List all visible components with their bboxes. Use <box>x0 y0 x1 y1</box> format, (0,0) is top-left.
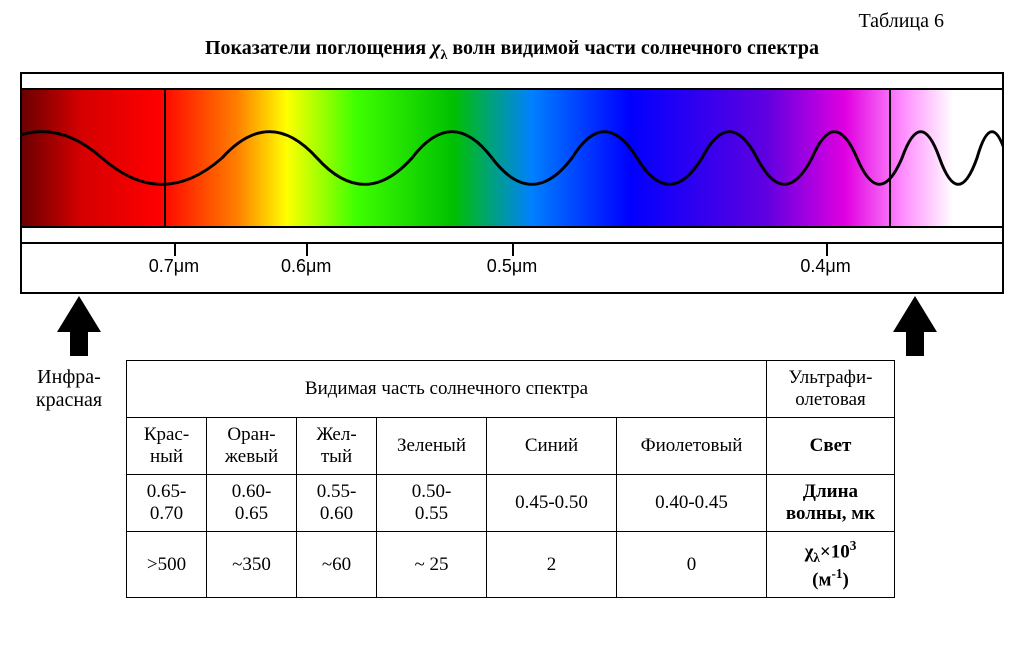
boundary-arrow-stem <box>906 328 924 356</box>
scale-tick <box>174 244 176 256</box>
boundary-arrow-icon <box>57 296 101 332</box>
wavelength-cell: 0.55-0.60 <box>297 475 377 532</box>
absorption-cell: ~60 <box>297 532 377 598</box>
scale-tick <box>306 244 308 256</box>
boundary-arrows <box>20 296 1004 356</box>
boundary-arrow-icon <box>893 296 937 332</box>
wavelength-cell: 0.40-0.45 <box>617 475 767 532</box>
figure-title: Показатели поглощения χλ волн видимой ча… <box>20 37 1004 64</box>
scale-tick <box>512 244 514 256</box>
ir-l2: красная <box>36 389 102 411</box>
color-name: Крас-ный <box>127 418 207 475</box>
scale-tick-label: 0.5μm <box>487 256 537 277</box>
ir-l1: Инфра- <box>37 366 101 388</box>
scale-tick-label: 0.6μm <box>281 256 331 277</box>
visible-header: Видимая часть солнечного спектра <box>127 361 767 418</box>
spectrum-table: Видимая часть солнечного спектраУльтрафи… <box>126 360 895 598</box>
row-header-light: Свет <box>767 418 895 475</box>
spectrum-vline <box>889 90 891 226</box>
row-header-absorption: χλ×103(м-1) <box>767 532 895 598</box>
boundary-arrow-stem <box>70 328 88 356</box>
scale-tick <box>826 244 828 256</box>
absorption-cell: 2 <box>487 532 617 598</box>
wavelength-cell: 0.45-0.50 <box>487 475 617 532</box>
uv-header: Ультрафи-олетовая <box>767 361 895 418</box>
table-section: Инфра- красная Видимая часть солнечного … <box>20 360 1004 598</box>
spectrum-vline <box>164 90 166 226</box>
title-post: волн видимой части солнечного спектра <box>447 37 819 59</box>
wavelength-cell: 0.60-0.65 <box>207 475 297 532</box>
absorption-cell: 0 <box>617 532 767 598</box>
color-name: Зеленый <box>377 418 487 475</box>
spectrum-diagram: 0.7μm 0.6μm 0.5μm 0.4μm <box>20 72 1004 294</box>
scale-tick-label: 0.4μm <box>800 256 850 277</box>
table-number: Таблица 6 <box>20 10 1004 33</box>
scale-tick-label: 0.7μm <box>149 256 199 277</box>
absorption-cell: ~350 <box>207 532 297 598</box>
absorption-cell: ~ 25 <box>377 532 487 598</box>
title-pre: Показатели поглощения <box>205 37 431 59</box>
infrared-label: Инфра- красная <box>20 360 118 412</box>
wavelength-cell: 0.50-0.55 <box>377 475 487 532</box>
row-header-wavelength: Длинаволны, мк <box>767 475 895 532</box>
spectrum-gradient <box>22 88 1002 228</box>
wavelength-cell: 0.65-0.70 <box>127 475 207 532</box>
spectrum-band <box>22 74 1002 244</box>
wavelength-scale: 0.7μm 0.6μm 0.5μm 0.4μm <box>22 244 1002 292</box>
color-name: Жел-тый <box>297 418 377 475</box>
absorption-cell: >500 <box>127 532 207 598</box>
color-name: Синий <box>487 418 617 475</box>
color-name: Фиолетовый <box>617 418 767 475</box>
wave-line <box>22 90 1002 226</box>
color-name: Оран-жевый <box>207 418 297 475</box>
